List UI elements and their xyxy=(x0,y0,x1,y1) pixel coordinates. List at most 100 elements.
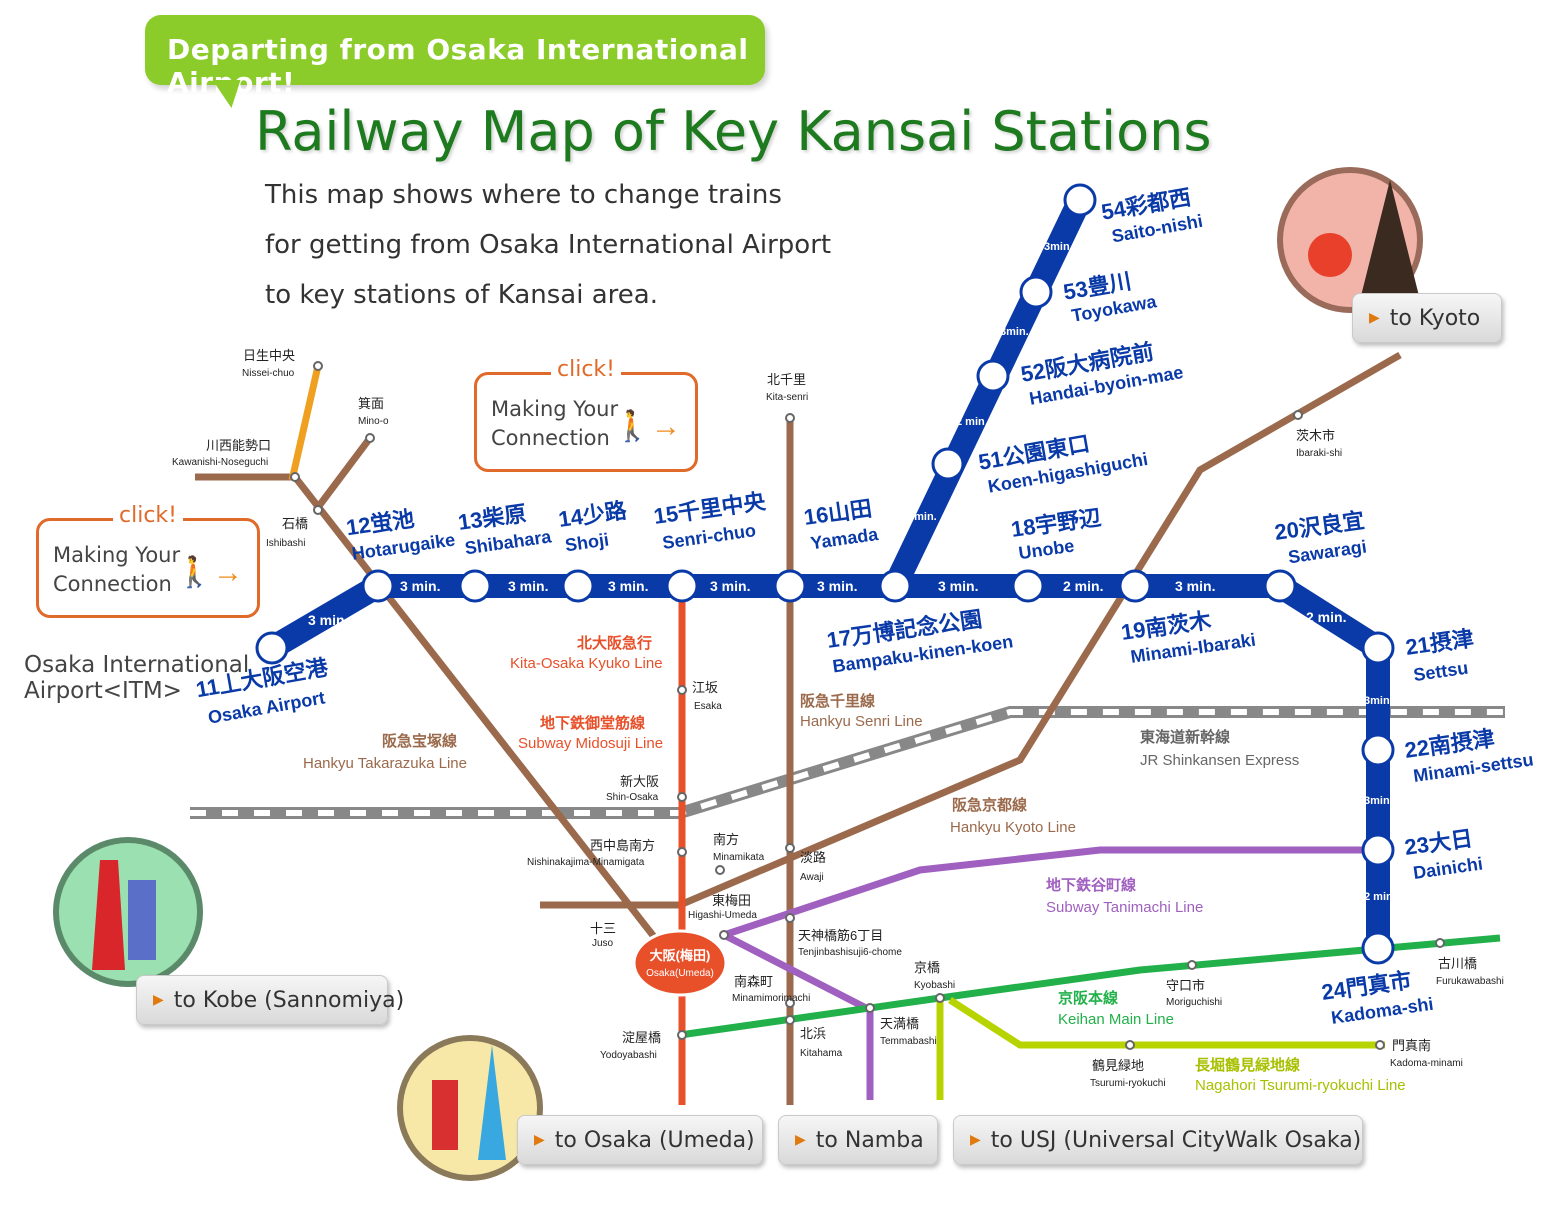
hankyu-mino-branch xyxy=(313,435,373,513)
monorail-station-dots xyxy=(255,183,1395,965)
time-label: 3 min. xyxy=(1175,578,1215,594)
svg-text:Mino-o: Mino-o xyxy=(358,416,389,427)
svg-text:Temmabashi: Temmabashi xyxy=(880,1036,937,1047)
svg-text:12蛍池: 12蛍池 xyxy=(345,506,416,540)
svg-text:Nagahori Tsurumi-ryokuchi Line: Nagahori Tsurumi-ryokuchi Line xyxy=(1195,1077,1406,1094)
click-label: click! xyxy=(113,503,183,528)
svg-text:Awaji: Awaji xyxy=(800,872,824,883)
svg-text:Kita-Osaka Kyuko Line: Kita-Osaka Kyuko Line xyxy=(510,655,663,672)
walking-arrow-icon: 🚶→ xyxy=(613,410,681,443)
svg-text:Hankyu Kyoto Line: Hankyu Kyoto Line xyxy=(950,819,1076,836)
other-station-labels: 日生中央 Nissei-chuo 箕面 Mino-o 川西能勢口 Kawanishi-… xyxy=(172,348,1504,1089)
svg-text:川西能勢口: 川西能勢口 xyxy=(206,438,271,453)
svg-text:Dainichi: Dainichi xyxy=(1412,853,1484,883)
svg-text:Minamimorimachi: Minamimorimachi xyxy=(732,993,810,1004)
other-station-dots xyxy=(290,361,1445,1050)
time-label: 2 min xyxy=(1364,891,1393,903)
time-label: 2 min xyxy=(956,416,985,428)
svg-text:門真南: 門真南 xyxy=(1392,1038,1431,1053)
connection-label-1: Making Your xyxy=(491,397,619,421)
hankyu-kyoto-line xyxy=(540,351,1402,909)
intro-line-1: This map shows where to change trains xyxy=(265,180,782,210)
to-kobe-label: to Kobe (Sannomiya) xyxy=(173,987,405,1013)
time-label: 3 min. xyxy=(508,578,548,594)
arrow-right-icon: ▶ xyxy=(534,1132,545,1148)
svg-text:53豊川: 53豊川 xyxy=(1061,268,1133,305)
shinkansen-line xyxy=(190,706,1505,819)
time-label: 2 min. xyxy=(1306,609,1346,625)
to-namba-button[interactable]: ▶ to Namba xyxy=(778,1115,938,1165)
nose-line xyxy=(288,365,322,481)
making-connection-senri-button[interactable]: click! Making Your Connection 🚶→ xyxy=(474,357,698,472)
svg-text:Hankyu Senri Line: Hankyu Senri Line xyxy=(800,713,923,730)
svg-text:京橋: 京橋 xyxy=(914,960,940,975)
svg-text:Ishibashi: Ishibashi xyxy=(266,538,305,549)
svg-text:14少路: 14少路 xyxy=(557,498,629,532)
banner-tail xyxy=(212,80,246,108)
connection-label-1: Making Your xyxy=(53,543,181,567)
svg-text:Hankyu Takarazuka Line: Hankyu Takarazuka Line xyxy=(303,755,467,772)
svg-text:Nissei-chuo: Nissei-chuo xyxy=(242,368,295,379)
line-name-labels: 北大阪急行 Kita-Osaka Kyuko Line 地下鉄御堂筋線 Subw… xyxy=(303,634,1406,1094)
svg-text:Shin-Osaka: Shin-Osaka xyxy=(606,792,659,803)
intro-line-2: for getting from Osaka International Air… xyxy=(265,230,832,260)
svg-text:地下鉄御堂筋線: 地下鉄御堂筋線 xyxy=(540,714,645,732)
walking-arrow-icon: 🚶→ xyxy=(175,556,243,589)
to-usj-button[interactable]: ▶ to USJ (Universal CityWalk Osaka) xyxy=(953,1115,1363,1165)
svg-text:地下鉄谷町線: 地下鉄谷町線 xyxy=(1046,876,1136,894)
svg-text:Kitahama: Kitahama xyxy=(800,1048,843,1059)
keihan-main-line xyxy=(679,934,1501,1039)
svg-text:Tsurumi-ryokuchi: Tsurumi-ryokuchi xyxy=(1090,1078,1166,1089)
departing-banner: Departing from Osaka International Airpo… xyxy=(145,15,765,99)
making-connection-airport-button[interactable]: click! Making Your Connection 🚶→ xyxy=(36,503,260,618)
kyoto-pagoda-icon xyxy=(1277,167,1423,313)
svg-text:Minamikata: Minamikata xyxy=(713,852,765,863)
arrow-right-icon: ▶ xyxy=(795,1132,806,1148)
svg-text:13柴原: 13柴原 xyxy=(457,501,528,535)
svg-text:Keihan Main Line: Keihan Main Line xyxy=(1058,1011,1174,1028)
time-label: 2 min. xyxy=(1063,578,1103,594)
svg-text:Kyobashi: Kyobashi xyxy=(914,980,955,991)
svg-text:Esaka: Esaka xyxy=(694,701,722,712)
svg-text:Kadoma-minami: Kadoma-minami xyxy=(1390,1058,1463,1069)
to-usj-label: to USJ (Universal CityWalk Osaka) xyxy=(990,1127,1362,1153)
svg-text:Furukawabashi: Furukawabashi xyxy=(1436,976,1504,987)
svg-text:古川橋: 古川橋 xyxy=(1438,956,1477,971)
svg-text:守口市: 守口市 xyxy=(1166,978,1205,993)
time-label: 3 min. xyxy=(608,578,648,594)
svg-text:箕面: 箕面 xyxy=(358,396,384,411)
svg-text:Yodoyabashi: Yodoyabashi xyxy=(600,1050,657,1061)
time-label: 3 min. xyxy=(400,578,440,594)
svg-text:淡路: 淡路 xyxy=(800,850,826,865)
connection-label-2: Connection xyxy=(53,572,172,596)
to-kobe-button[interactable]: ▶ to Kobe (Sannomiya) xyxy=(136,975,404,1025)
kobe-port-tower-icon xyxy=(53,837,203,987)
svg-text:Subway Tanimachi Line: Subway Tanimachi Line xyxy=(1046,899,1203,916)
airport-label-line-2: Airport<ITM> xyxy=(24,678,182,704)
svg-text:阪急京都線: 阪急京都線 xyxy=(952,796,1027,814)
osaka-umeda-en: Osaka(Umeda) xyxy=(646,968,714,979)
svg-text:Kawanishi-Noseguchi: Kawanishi-Noseguchi xyxy=(172,457,268,468)
subway-tanimachi-line-2 xyxy=(722,846,1375,939)
svg-text:淀屋橋: 淀屋橋 xyxy=(622,1030,661,1045)
svg-text:南方: 南方 xyxy=(713,832,739,847)
to-osaka-label: to Osaka (Umeda) xyxy=(554,1127,755,1153)
to-osaka-button[interactable]: ▶ to Osaka (Umeda) xyxy=(517,1115,763,1165)
time-label: 3min. xyxy=(1044,241,1073,253)
arrow-right-icon: ▶ xyxy=(1369,310,1380,326)
svg-text:Tenjinbashisuji6-chome: Tenjinbashisuji6-chome xyxy=(798,947,902,958)
monorail-line xyxy=(265,194,1390,948)
to-namba-label: to Namba xyxy=(815,1127,924,1153)
svg-text:日生中央: 日生中央 xyxy=(243,348,295,363)
click-label: click! xyxy=(551,357,621,382)
osaka-umeda-hub[interactable] xyxy=(632,929,728,997)
svg-text:JR Shinkansen Express: JR Shinkansen Express xyxy=(1140,752,1299,769)
time-label: 3 min. xyxy=(710,578,750,594)
intro-line-3: to key stations of Kansai area. xyxy=(265,280,658,310)
svg-text:天満橋: 天満橋 xyxy=(880,1016,919,1031)
svg-text:京阪本線: 京阪本線 xyxy=(1058,989,1118,1007)
svg-text:茨木市: 茨木市 xyxy=(1296,428,1335,443)
to-kyoto-button[interactable]: ▶ to Kyoto xyxy=(1352,293,1502,343)
svg-text:北浜: 北浜 xyxy=(800,1026,826,1041)
page-title: Railway Map of Key Kansai Stations xyxy=(255,100,1212,163)
